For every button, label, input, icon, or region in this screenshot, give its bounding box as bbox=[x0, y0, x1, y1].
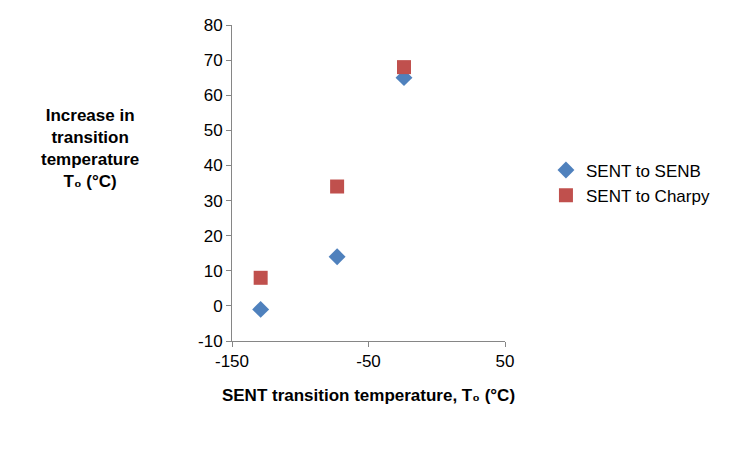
svg-text:40: 40 bbox=[204, 156, 223, 175]
svg-text:20: 20 bbox=[204, 227, 223, 246]
svg-text:60: 60 bbox=[204, 86, 223, 105]
svg-text:-150: -150 bbox=[215, 352, 249, 371]
svg-text:SENT to SENB: SENT to SENB bbox=[586, 162, 701, 181]
svg-text:SENT to Charpy: SENT to Charpy bbox=[586, 187, 710, 206]
svg-text:30: 30 bbox=[204, 192, 223, 211]
svg-text:SENT transition temperature, T: SENT transition temperature, T₀ (°C) bbox=[222, 386, 515, 405]
svg-text:-10: -10 bbox=[198, 332, 223, 351]
svg-text:50: 50 bbox=[204, 121, 223, 140]
svg-text:10: 10 bbox=[204, 262, 223, 281]
svg-text:70: 70 bbox=[204, 51, 223, 70]
svg-text:Increase intransitiontemperatu: Increase intransitiontemperatureT₀ (°C) bbox=[41, 106, 139, 191]
svg-text:80: 80 bbox=[204, 16, 223, 35]
svg-text:50: 50 bbox=[496, 352, 515, 371]
svg-text:-50: -50 bbox=[356, 352, 381, 371]
svg-text:0: 0 bbox=[213, 297, 222, 316]
